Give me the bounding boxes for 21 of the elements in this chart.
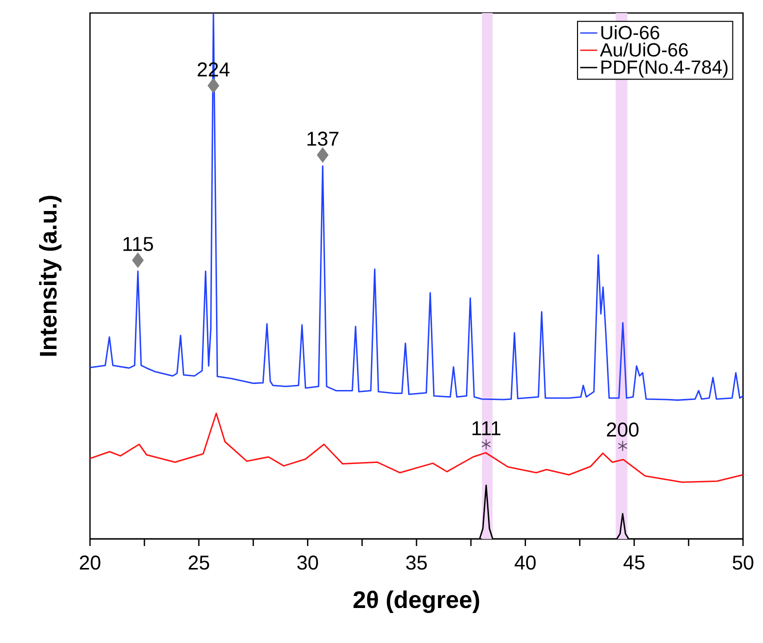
x-tick-label: 40 — [514, 556, 536, 570]
x-axis-title: 2θ (degree) — [353, 590, 480, 614]
point — [618, 440, 628, 452]
annotation: 137 — [308, 132, 338, 146]
legend-label: UiO-66 — [601, 25, 660, 40]
point — [132, 252, 144, 268]
x-tick-label: 20 — [80, 556, 100, 570]
x-tick-label: 25 — [188, 556, 210, 570]
x-tick-label: 50 — [732, 556, 754, 570]
x-tick-label: 30 — [297, 556, 318, 570]
point — [316, 148, 328, 163]
legend-label: PDF(No.4-784) — [601, 60, 728, 78]
y-axis-title: Intensity (a.u.) — [39, 196, 62, 356]
point — [481, 438, 491, 450]
point — [208, 78, 220, 94]
annotation: 115 — [123, 237, 153, 252]
annotation: 200 — [606, 422, 639, 437]
legend-label: Au/UiO-66 — [600, 42, 688, 57]
x-tick-label: 35 — [406, 556, 427, 570]
annotation: 111 — [472, 421, 500, 436]
x-tick-label: 45 — [624, 556, 644, 570]
